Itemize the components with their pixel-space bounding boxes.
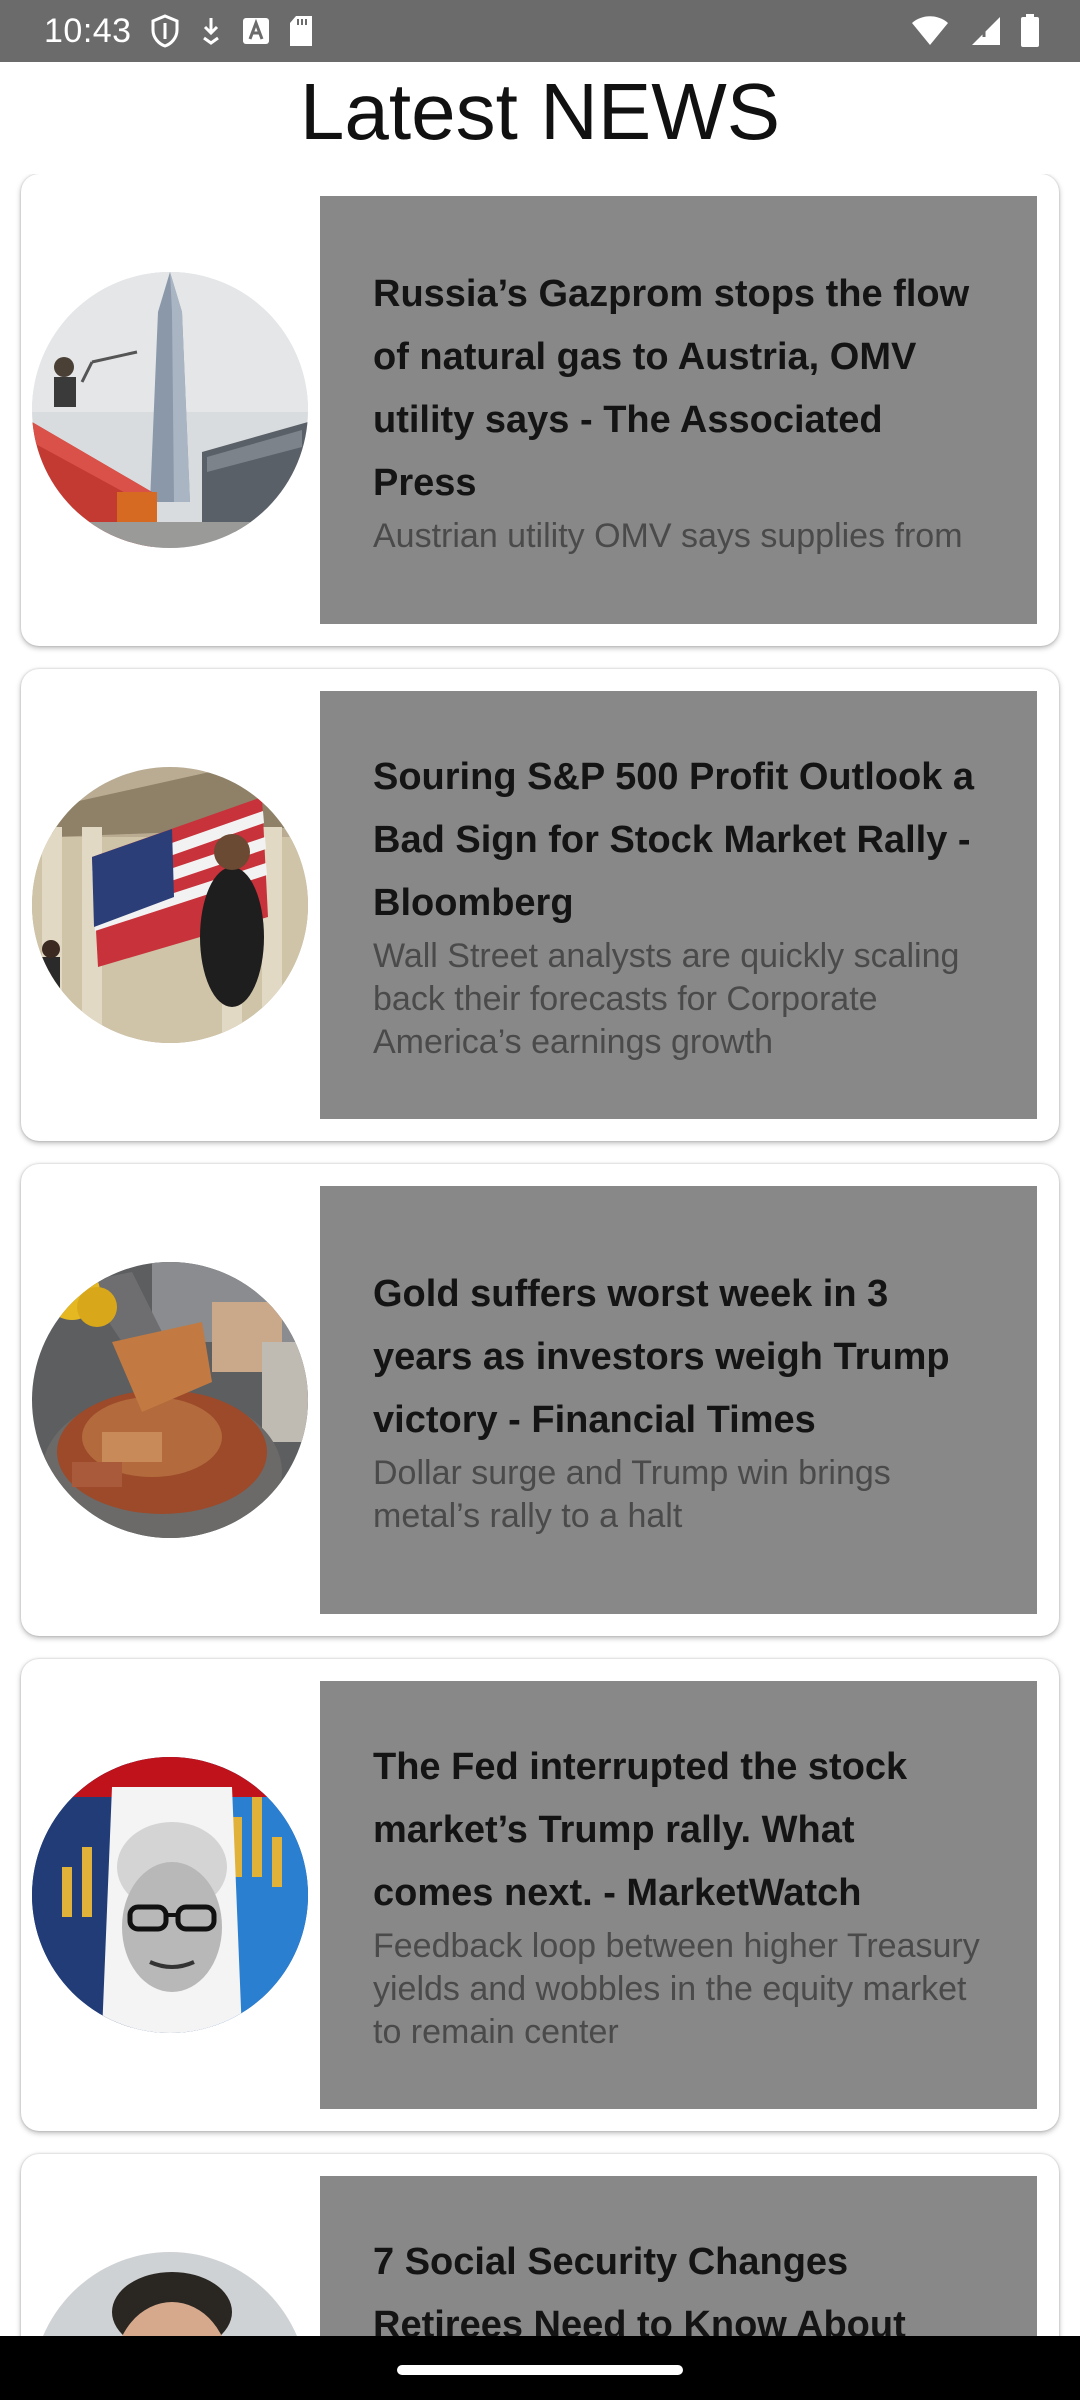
news-thumbnail-man-portrait[interactable] [32, 2252, 308, 2336]
news-description: Feedback loop between higher Treasury yi… [373, 1927, 980, 2051]
news-title[interactable]: Russia’s Gazprom stops the flow of natur… [373, 272, 970, 504]
page-title: Latest NEWS [299, 67, 781, 156]
news-content[interactable]: Gold suffers worst week in 3 years as in… [320, 1186, 1037, 1614]
status-bar: 10:43 [0, 0, 1080, 62]
news-title[interactable]: 7 Social Security Changes Retirees Need … [373, 2241, 906, 2336]
news-content[interactable]: The Fed interrupted the stock market’s T… [320, 1681, 1037, 2109]
news-thumbnail-fed-chair[interactable] [32, 1757, 308, 2033]
news-card[interactable]: The Fed interrupted the stock market’s T… [21, 1659, 1059, 2131]
status-time: 10:43 [44, 11, 132, 50]
battery-icon [1020, 14, 1040, 48]
news-card[interactable]: Russia’s Gazprom stops the flow of natur… [21, 174, 1059, 646]
status-left: 10:43 [44, 12, 314, 51]
news-content[interactable]: Souring S&P 500 Profit Outlook a Bad Sig… [320, 691, 1037, 1119]
wifi-icon [910, 15, 950, 47]
sd-card-icon [288, 15, 314, 47]
home-gesture-handle[interactable] [397, 2365, 683, 2375]
shield-icon [150, 14, 180, 48]
news-thumbnail-stock-exchange[interactable] [32, 767, 308, 1043]
news-list[interactable]: Russia’s Gazprom stops the flow of natur… [0, 174, 1080, 2336]
cellular-signal-icon [968, 15, 1002, 47]
news-description: Austrian utility OMV says supplies from … [373, 516, 963, 555]
news-description: Dollar surge and Trump win brings metal’… [373, 1453, 891, 1535]
news-card[interactable]: 7 Social Security Changes Retirees Need … [21, 2154, 1059, 2336]
status-right [910, 14, 1040, 48]
news-content[interactable]: Russia’s Gazprom stops the flow of natur… [320, 196, 1037, 624]
news-card[interactable]: Gold suffers worst week in 3 years as in… [21, 1164, 1059, 1636]
news-title[interactable]: Gold suffers worst week in 3 years as in… [373, 1272, 950, 1441]
navigation-bar [0, 2336, 1080, 2400]
download-icon [198, 16, 224, 46]
font-icon [242, 17, 270, 45]
news-thumbnail-gold-ore[interactable] [32, 1262, 308, 1538]
news-title[interactable]: The Fed interrupted the stock market’s T… [373, 1746, 908, 1914]
news-title[interactable]: Souring S&P 500 Profit Outlook a Bad Sig… [373, 756, 975, 924]
news-description: Wall Street analysts are quickly scaling… [373, 937, 960, 1061]
news-card[interactable]: Souring S&P 500 Profit Outlook a Bad Sig… [21, 669, 1059, 1141]
news-thumbnail-skyscraper[interactable] [32, 272, 308, 548]
news-content[interactable]: 7 Social Security Changes Retirees Need … [320, 2176, 1037, 2336]
